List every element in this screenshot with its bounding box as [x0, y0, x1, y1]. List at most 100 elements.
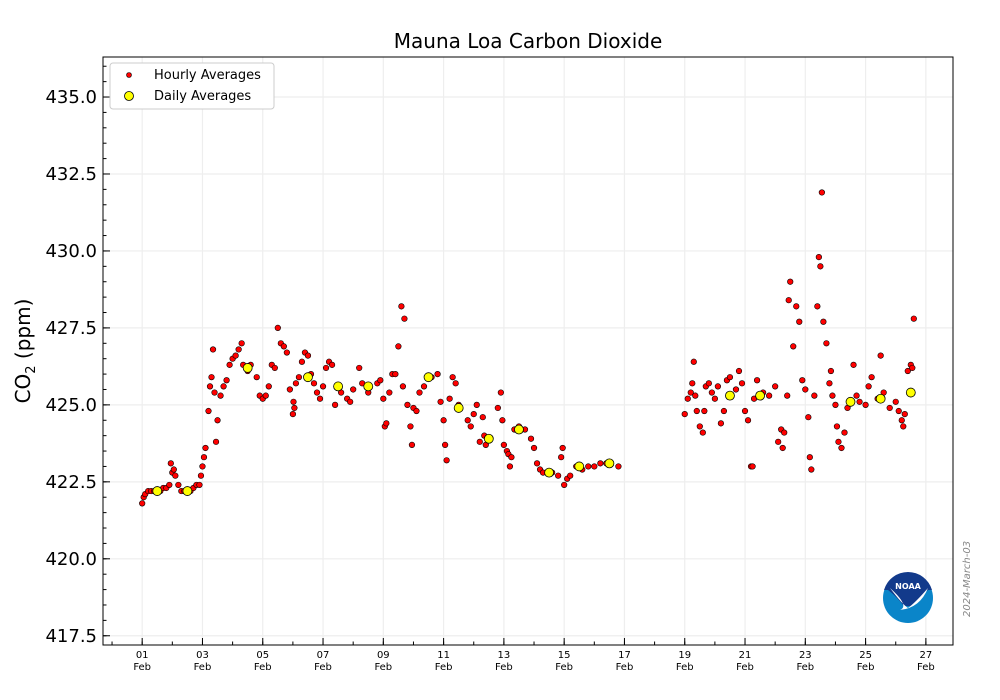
legend-hourly-label: Hourly Averages — [154, 68, 261, 83]
hourly-point — [304, 352, 312, 359]
hourly-point — [814, 303, 821, 310]
x-tick-label-month: Feb — [796, 662, 814, 673]
hourly-point — [558, 454, 565, 461]
hourly-point — [434, 370, 441, 378]
hourly-point — [561, 481, 568, 489]
hourly-point — [286, 386, 293, 393]
x-tick-label: 01 — [136, 650, 149, 661]
hourly-point — [901, 411, 908, 418]
hourly-point — [497, 389, 504, 396]
hourly-point — [310, 380, 318, 387]
hourly-point — [868, 374, 875, 381]
hourly-point — [440, 417, 447, 424]
data-points — [139, 189, 917, 507]
hourly-point — [356, 364, 363, 372]
daily-point — [755, 390, 765, 401]
hourly-point — [473, 401, 480, 408]
hourly-point — [399, 383, 407, 390]
hourly-point — [735, 367, 743, 375]
x-tick-label: 25 — [859, 650, 872, 661]
hourly-point — [316, 395, 324, 402]
legend-box — [109, 62, 275, 110]
hourly-point — [208, 374, 215, 381]
hourly-point — [895, 407, 902, 415]
hourly-point — [166, 481, 173, 489]
hourly-point — [793, 303, 800, 310]
hourly-point — [696, 423, 703, 430]
legend: Hourly Averages Daily Averages — [109, 62, 275, 110]
hourly-point — [386, 389, 393, 396]
hourly-point — [206, 383, 214, 390]
hourly-point — [701, 407, 708, 415]
hourly-point — [826, 380, 833, 387]
hourly-point — [265, 383, 272, 390]
legend-daily-label: Daily Averages — [154, 89, 251, 104]
hourly-point — [235, 346, 242, 353]
hourly-point — [772, 383, 779, 390]
hourly-point — [784, 392, 791, 399]
hourly-point — [290, 398, 297, 405]
date-stamp: 2024-March-03 — [962, 541, 973, 617]
hourly-point — [838, 444, 845, 452]
hourly-point — [295, 374, 303, 381]
hourly-point — [689, 380, 696, 387]
hourly-point — [212, 438, 220, 445]
x-tick-label-month: Feb — [435, 662, 453, 673]
x-tick-label-month: Feb — [194, 662, 212, 673]
hourly-point — [841, 429, 848, 436]
y-tick-label: 430.0 — [45, 241, 97, 262]
hourly-point — [530, 444, 538, 452]
hourly-point — [567, 472, 574, 479]
hourly-point — [446, 395, 453, 402]
x-tick-label-month: Feb — [857, 662, 875, 673]
hourly-point — [199, 463, 206, 470]
hourly-point — [892, 398, 899, 405]
hourly-point — [699, 429, 706, 436]
daily-point — [574, 461, 585, 472]
x-tick-label: 23 — [799, 650, 812, 661]
hourly-point — [533, 460, 541, 467]
hourly-point — [202, 444, 209, 452]
hourly-point — [856, 398, 863, 405]
hourly-point — [139, 500, 146, 507]
daily-point — [725, 390, 735, 401]
hourly-point — [292, 380, 300, 387]
hourly-point — [398, 303, 405, 310]
hourly-point — [720, 407, 728, 415]
hourly-point — [289, 411, 296, 418]
hourly-point — [766, 392, 773, 399]
hourly-point — [271, 364, 278, 372]
hourly-point — [717, 420, 725, 427]
hourly-point — [877, 352, 884, 359]
daily-point — [875, 393, 886, 404]
chart-title: Mauna Loa Carbon Dioxide — [394, 29, 663, 53]
hourly-point — [232, 352, 239, 359]
hourly-point — [404, 401, 411, 408]
x-tick-label: 19 — [678, 650, 691, 661]
x-tick-label-month: Feb — [133, 662, 151, 673]
hourly-point — [280, 343, 287, 350]
daily-point — [514, 424, 524, 435]
hourly-point — [705, 380, 712, 387]
hourly-point — [806, 454, 813, 461]
hourly-point — [223, 377, 230, 384]
hourly-point — [253, 374, 260, 381]
y-tick-label: 427.5 — [45, 318, 97, 339]
hourly-point — [196, 481, 203, 489]
x-tick-label: 07 — [317, 650, 330, 661]
hourly-point — [585, 463, 592, 470]
hourly-point — [452, 380, 459, 387]
hourly-point — [347, 398, 354, 405]
hourly-point — [898, 417, 905, 424]
hourly-point — [220, 383, 227, 390]
hourly-point — [262, 392, 269, 399]
hourly-point — [464, 417, 471, 424]
hourly-point — [170, 466, 177, 473]
hourly-point — [383, 420, 390, 427]
x-tick-label-month: Feb — [314, 662, 332, 673]
hourly-point — [420, 383, 428, 390]
hourly-point — [416, 389, 423, 396]
hourly-point — [443, 457, 450, 464]
hourly-point — [470, 411, 477, 418]
